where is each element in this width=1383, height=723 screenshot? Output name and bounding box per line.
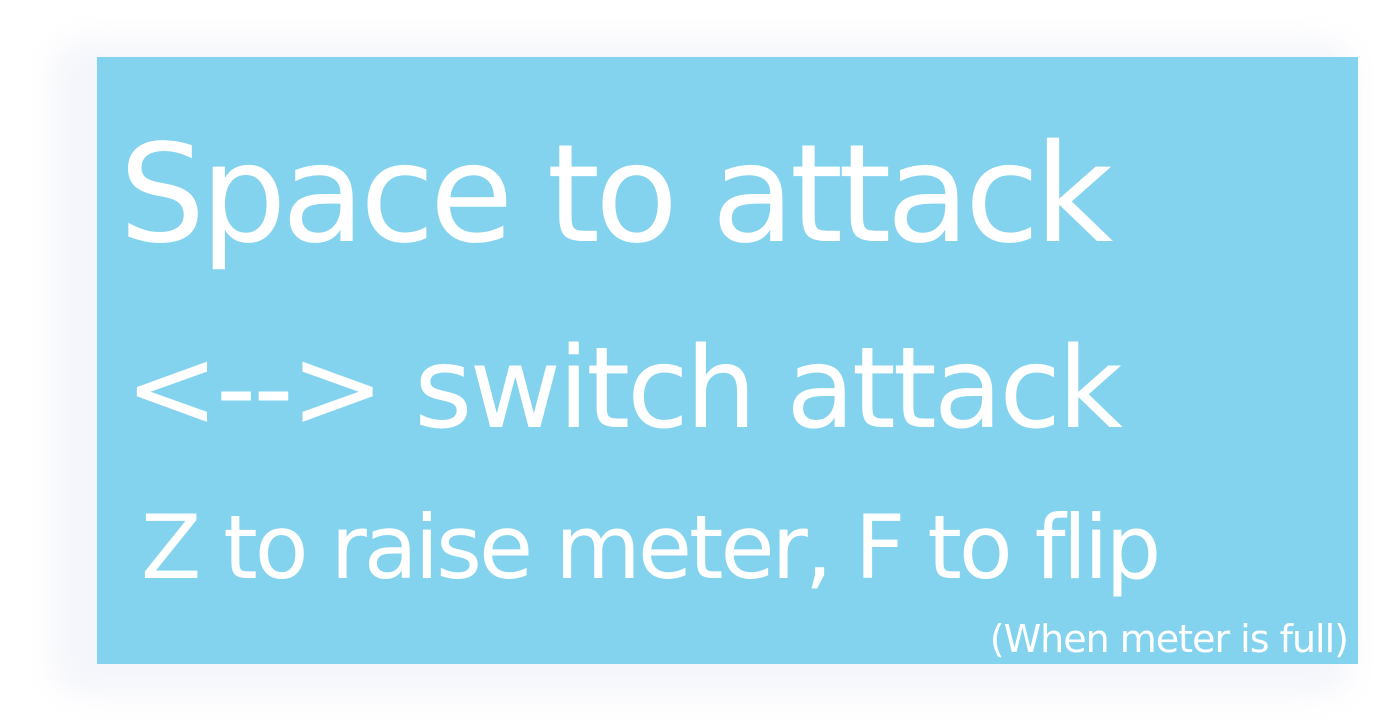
switch-attack-instruction: <--> switch attack: [125, 324, 1123, 454]
controls-panel: Space to attack <--> switch attack Z to …: [97, 57, 1358, 664]
meter-flip-instruction: Z to raise meter, F to flip: [141, 496, 1161, 599]
flip-condition-note: (When meter is full): [989, 617, 1349, 661]
attack-instruction: Space to attack: [119, 116, 1113, 274]
